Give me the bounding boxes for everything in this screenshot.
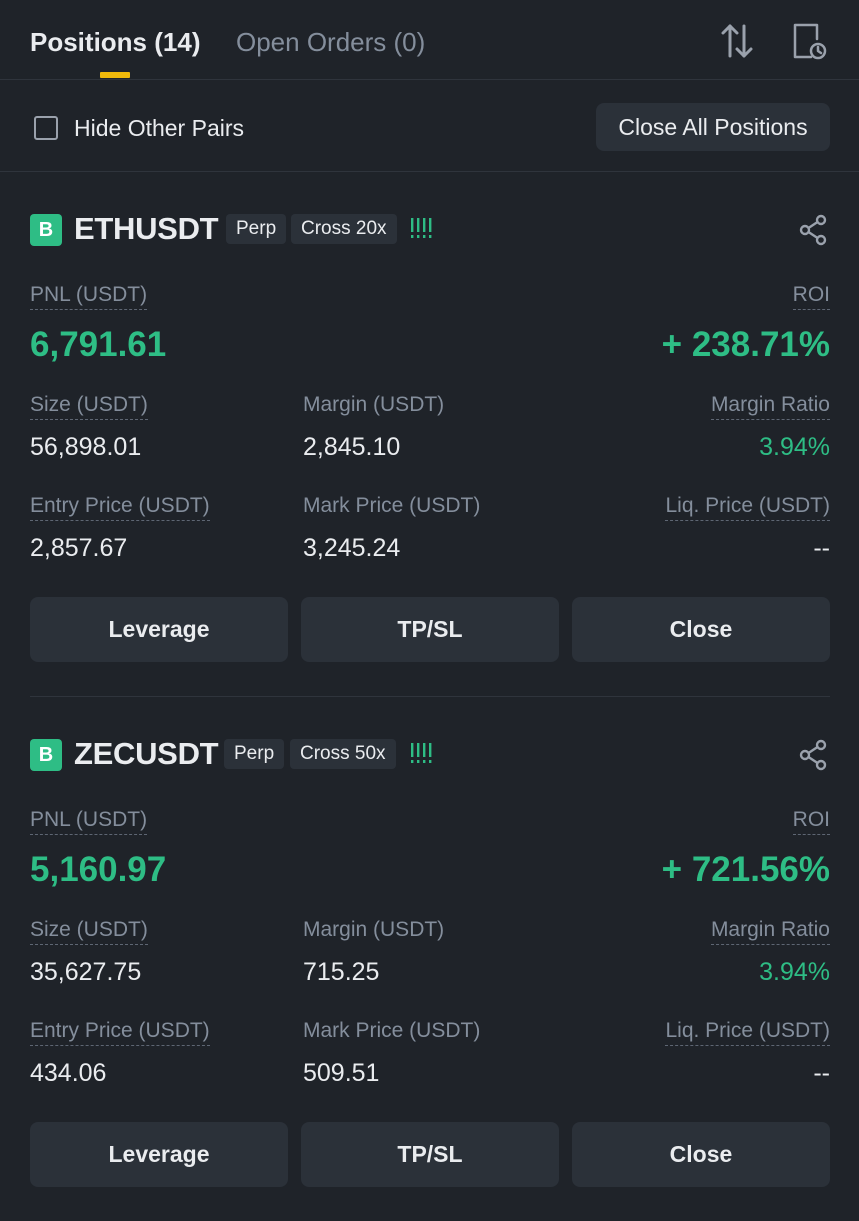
tabs-bar: Positions (14) Open Orders (0) bbox=[0, 0, 859, 80]
margin-ratio-label: Margin Ratio bbox=[710, 392, 830, 420]
liq-price-value: -- bbox=[813, 534, 830, 562]
margin-ratio-value: 3.94% bbox=[759, 433, 830, 461]
margin-value: 2,845.10 bbox=[303, 433, 401, 461]
entry-price-label: Entry Price (USDT) bbox=[30, 493, 210, 521]
entry-price-value: 2,857.67 bbox=[30, 534, 128, 562]
leverage-button[interactable]: Leverage bbox=[30, 597, 288, 662]
liq-price-value: -- bbox=[813, 1059, 830, 1087]
position-card: B ETHUSDT Perp Cross 20x PNL (USDT) ROI … bbox=[0, 172, 859, 697]
entry-price-value: 434.06 bbox=[30, 1059, 107, 1087]
liq-price-label: Liq. Price (USDT) bbox=[665, 1018, 830, 1046]
pnl-label: PNL (USDT) bbox=[30, 807, 148, 835]
roi-label: ROI bbox=[792, 282, 830, 310]
pnl-label: PNL (USDT) bbox=[30, 282, 148, 310]
position-card: B ZECUSDT Perp Cross 50x PNL (USDT) ROI … bbox=[0, 697, 859, 1221]
mark-price-value: 509.51 bbox=[303, 1059, 380, 1087]
roi-value: + 238.71% bbox=[661, 325, 830, 364]
share-icon[interactable] bbox=[798, 739, 828, 771]
roi-label: ROI bbox=[792, 807, 830, 835]
mark-price-value: 3,245.24 bbox=[303, 534, 401, 562]
margin-label: Margin (USDT) bbox=[303, 918, 445, 941]
tab-positions[interactable]: Positions (14) bbox=[30, 27, 201, 57]
close-all-positions-button[interactable]: Close All Positions bbox=[596, 103, 830, 151]
margin-mode-tag[interactable]: Cross 50x bbox=[290, 739, 396, 769]
margin-ratio-value: 3.94% bbox=[759, 958, 830, 986]
margin-value: 715.25 bbox=[303, 958, 380, 986]
document-clock-icon[interactable] bbox=[788, 18, 830, 64]
pnl-value: 5,160.97 bbox=[30, 850, 167, 889]
position-symbol[interactable]: ETHUSDT bbox=[74, 211, 219, 246]
risk-level-icon bbox=[411, 218, 432, 238]
size-label: Size (USDT) bbox=[30, 917, 148, 945]
liq-price-label: Liq. Price (USDT) bbox=[665, 493, 830, 521]
margin-label: Margin (USDT) bbox=[303, 393, 445, 416]
roi-value: + 721.56% bbox=[661, 850, 830, 889]
share-icon[interactable] bbox=[798, 214, 828, 246]
contract-type-tag: Perp bbox=[224, 739, 285, 769]
margin-ratio-label: Margin Ratio bbox=[710, 917, 830, 945]
close-position-button[interactable]: Close bbox=[572, 597, 830, 662]
leverage-button[interactable]: Leverage bbox=[30, 1122, 288, 1187]
position-symbol[interactable]: ZECUSDT bbox=[74, 736, 219, 771]
filter-row: Hide Other Pairs Close All Positions bbox=[0, 80, 859, 172]
active-tab-indicator bbox=[100, 72, 130, 78]
sort-arrows-icon[interactable] bbox=[716, 18, 758, 64]
size-value: 35,627.75 bbox=[30, 958, 142, 986]
hide-other-pairs-label[interactable]: Hide Other Pairs bbox=[74, 115, 245, 141]
contract-type-tag: Perp bbox=[226, 214, 287, 244]
margin-mode-tag[interactable]: Cross 20x bbox=[291, 214, 397, 244]
mark-price-label: Mark Price (USDT) bbox=[303, 1019, 481, 1042]
size-label: Size (USDT) bbox=[30, 392, 148, 420]
mark-price-label: Mark Price (USDT) bbox=[303, 494, 481, 517]
tpsl-button[interactable]: TP/SL bbox=[301, 597, 559, 662]
tpsl-button[interactable]: TP/SL bbox=[301, 1122, 559, 1187]
side-badge: B bbox=[30, 739, 62, 771]
entry-price-label: Entry Price (USDT) bbox=[30, 1018, 210, 1046]
close-position-button[interactable]: Close bbox=[572, 1122, 830, 1187]
card-divider bbox=[30, 696, 830, 697]
risk-level-icon bbox=[411, 743, 432, 763]
hide-other-pairs-checkbox[interactable] bbox=[34, 116, 58, 140]
size-value: 56,898.01 bbox=[30, 433, 142, 461]
side-badge: B bbox=[30, 214, 62, 246]
tab-open-orders[interactable]: Open Orders (0) bbox=[236, 27, 426, 57]
pnl-value: 6,791.61 bbox=[30, 325, 167, 364]
